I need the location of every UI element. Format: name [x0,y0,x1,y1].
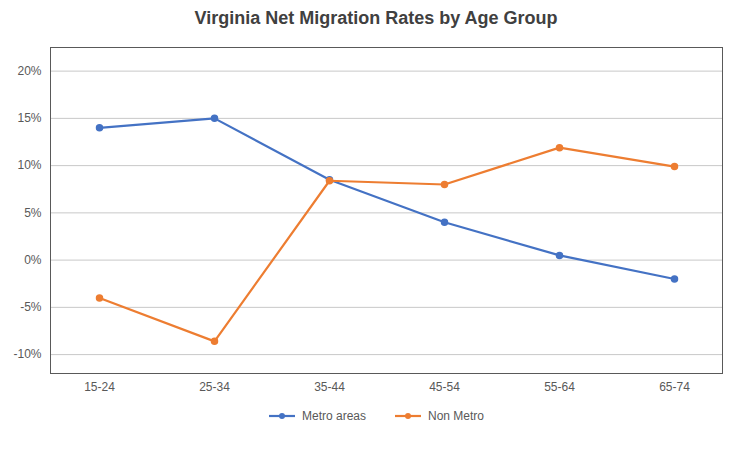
svg-text:15%: 15% [17,111,41,125]
svg-text:55-64: 55-64 [544,380,575,394]
svg-text:0%: 0% [24,253,42,267]
svg-text:35-44: 35-44 [314,380,345,394]
svg-text:-5%: -5% [20,300,42,314]
svg-text:10%: 10% [17,158,41,172]
svg-text:-10%: -10% [13,347,41,361]
html-text:Metro areas: Metro areas [302,409,366,423]
svg-text:65-74: 65-74 [659,380,690,394]
svg-text:20%: 20% [17,64,41,78]
html-text:Non Metro: Non Metro [428,409,484,423]
html-text:Virginia Net Migration Rates b: Virginia Net Migration Rates by Age Grou… [194,8,558,28]
svg-text:5%: 5% [24,206,42,220]
svg-text:45-54: 45-54 [429,380,460,394]
svg-text:15-24: 15-24 [84,380,115,394]
svg-text:25-34: 25-34 [199,380,230,394]
